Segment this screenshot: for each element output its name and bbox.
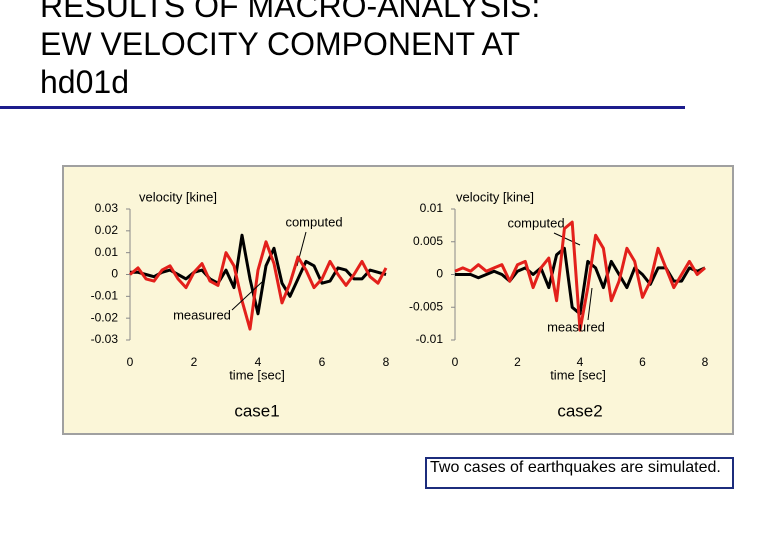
y-tick-label: 0.01 <box>95 245 119 259</box>
x-tick-label: 2 <box>514 355 521 369</box>
y-tick-label: 0.03 <box>95 201 119 215</box>
y-tick-label: -0.01 <box>91 289 119 303</box>
x-tick-label: 0 <box>127 355 134 369</box>
note-box: Two cases of earthquakes are simulated. <box>425 457 734 489</box>
y-tick-label: 0.02 <box>95 223 119 237</box>
y-tick-label: 0.005 <box>413 234 443 248</box>
x-axis-label: time [sec] <box>550 367 606 382</box>
slide-title: EW VELOCITY COMPONENT AT <box>40 26 521 62</box>
x-tick-label: 4 <box>577 355 584 369</box>
slide-title: hd01d <box>40 64 129 100</box>
y-tick-label: -0.01 <box>416 332 444 346</box>
y-tick-label: -0.005 <box>409 299 443 313</box>
y-tick-label: 0 <box>111 267 118 281</box>
series-annotation: measured <box>173 307 231 322</box>
series-annotation: computed <box>285 214 342 229</box>
x-tick-label: 8 <box>702 355 709 369</box>
series-annotation: computed <box>507 215 564 230</box>
annotation-leader <box>587 287 593 321</box>
title-rule <box>0 106 685 109</box>
x-tick-label: 4 <box>255 355 262 369</box>
x-axis-label: time [sec] <box>229 367 285 382</box>
x-tick-label: 0 <box>452 355 459 369</box>
x-tick-label: 6 <box>639 355 646 369</box>
series-annotation: measured <box>547 319 605 334</box>
slide-title: RESULTS OF MACRO-ANALYSIS: <box>40 0 541 24</box>
annotation-leader <box>231 281 263 311</box>
y-tick-label: -0.02 <box>91 310 119 324</box>
x-tick-label: 6 <box>319 355 326 369</box>
series-line <box>454 220 706 332</box>
chart-panel <box>62 165 734 435</box>
chart-caption: case1 <box>234 401 279 420</box>
y-tick-label: -0.03 <box>91 332 119 346</box>
y-tick-label: 0.01 <box>420 201 444 215</box>
chart-caption: case2 <box>557 401 602 420</box>
annotation-leader <box>553 232 581 246</box>
y-axis-label: velocity [kine] <box>139 189 217 204</box>
x-tick-label: 2 <box>191 355 198 369</box>
series-line <box>129 240 388 331</box>
y-tick-label: 0 <box>436 267 443 281</box>
y-axis-label: velocity [kine] <box>456 189 534 204</box>
x-tick-label: 8 <box>383 355 390 369</box>
